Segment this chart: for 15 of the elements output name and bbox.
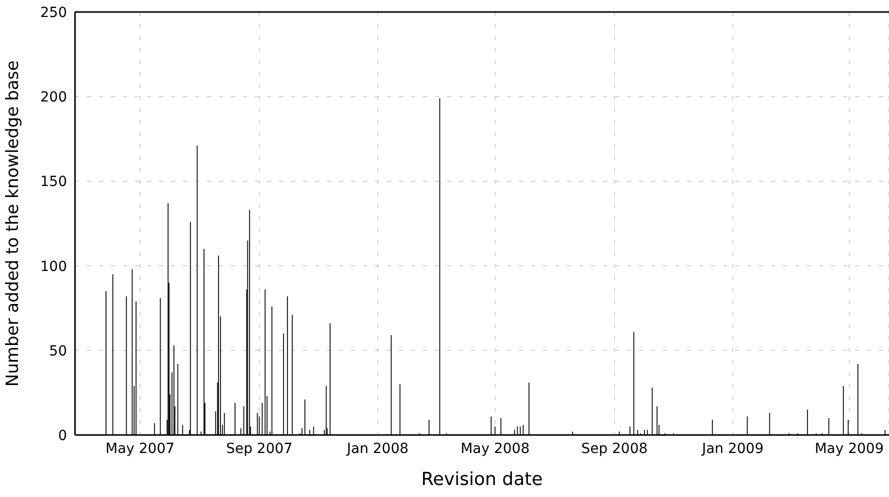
y-tick-label: 200 <box>40 90 67 106</box>
y-tick-label: 250 <box>40 4 67 21</box>
x-tick-label: Sep 2008 <box>581 440 648 457</box>
y-tick-label: 150 <box>40 174 67 190</box>
y-tick-label: 0 <box>58 428 67 444</box>
y-tick-label: 50 <box>49 343 67 360</box>
x-tick-label: Sep 2007 <box>226 440 293 457</box>
x-tick-label: Jan 2008 <box>346 440 409 457</box>
x-tick-label: Jan 2009 <box>700 440 764 457</box>
x-tick-label: May 2007 <box>105 440 175 457</box>
x-tick-label: May 2008 <box>460 440 530 457</box>
x-axis-title: Revision date <box>421 469 543 490</box>
y-axis-title: Number added to the knowledge base <box>3 60 24 387</box>
y-tick-label: 100 <box>40 258 67 275</box>
x-tick-label: May 2009 <box>814 440 884 457</box>
